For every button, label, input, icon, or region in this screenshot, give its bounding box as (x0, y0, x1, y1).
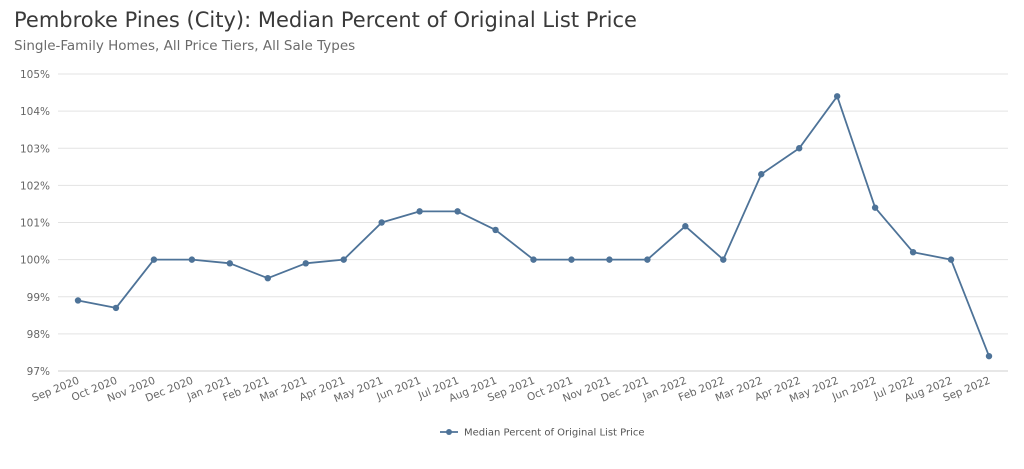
data-point[interactable] (720, 256, 727, 263)
data-point[interactable] (150, 256, 158, 263)
chart-title: Pembroke Pines (City): Median Percent of… (14, 8, 637, 32)
data-point[interactable] (871, 204, 879, 211)
y-tick-label: 104% (20, 106, 50, 118)
data-point[interactable] (112, 304, 120, 312)
legend-label[interactable]: Median Percent of Original List Price (464, 428, 645, 439)
data-point[interactable] (226, 260, 234, 267)
data-point[interactable] (682, 223, 689, 230)
y-tick-label: 105% (20, 69, 50, 81)
y-tick-label: 102% (20, 180, 50, 192)
legend-marker (446, 429, 452, 435)
data-point[interactable] (340, 256, 347, 263)
data-point[interactable] (416, 208, 423, 215)
series-points (74, 93, 993, 360)
series-lines (77, 95, 990, 357)
data-point[interactable] (530, 256, 537, 263)
data-point[interactable] (796, 145, 803, 152)
y-tick-label: 101% (20, 218, 50, 230)
y-axis-ticks: 97% 98% 99% 100% 101% 102% 103% 104% 105% (20, 69, 50, 378)
y-tick-label: 98% (27, 329, 50, 341)
y-tick-label: 97% (27, 366, 50, 378)
y-tick-label: 99% (27, 292, 50, 304)
data-point[interactable] (758, 171, 765, 178)
data-point[interactable] (74, 297, 82, 304)
series-line (77, 95, 990, 357)
data-point[interactable] (378, 219, 385, 226)
data-point[interactable] (454, 208, 461, 215)
data-point[interactable] (492, 226, 499, 234)
chart-subtitle: Single-Family Homes, All Price Tiers, Al… (14, 38, 356, 54)
y-tick-label: 100% (20, 255, 50, 267)
data-point[interactable] (833, 93, 841, 100)
data-point[interactable] (568, 256, 575, 263)
data-point[interactable] (188, 256, 196, 263)
legend: Median Percent of Original List Price (440, 428, 645, 439)
data-point[interactable] (909, 249, 917, 256)
data-point[interactable] (947, 256, 955, 263)
data-point[interactable] (985, 352, 993, 360)
y-tick-label: 103% (20, 143, 50, 155)
data-point[interactable] (606, 256, 613, 263)
data-point[interactable] (302, 260, 309, 267)
data-point[interactable] (264, 274, 271, 282)
y-gridlines (58, 73, 1008, 372)
data-point[interactable] (644, 256, 651, 263)
